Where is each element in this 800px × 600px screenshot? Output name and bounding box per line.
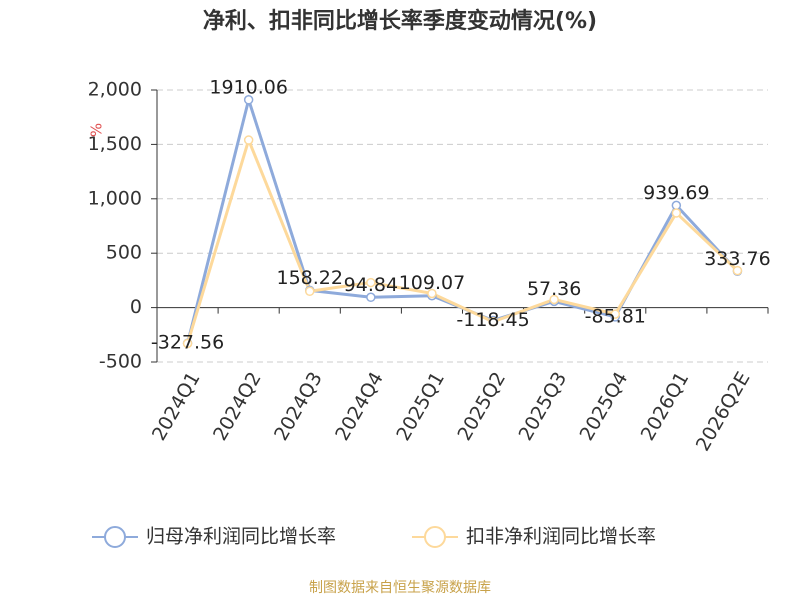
- data-label: -327.56: [151, 332, 224, 354]
- data-point: [671, 208, 682, 218]
- y-tick-label: 0: [130, 296, 142, 318]
- y-tick-label: 2,000: [88, 79, 142, 101]
- x-tick-label: 2024Q4: [331, 368, 388, 444]
- x-tick-label: 2026Q1: [637, 368, 694, 444]
- data-point: [366, 277, 376, 288]
- x-tick-label: 2026Q2E: [692, 368, 755, 455]
- x-tick-label: 2024Q3: [270, 368, 327, 444]
- x-tick-label: 2025Q1: [392, 368, 449, 444]
- source-note: 制图数据来自恒生聚源数据库: [309, 580, 491, 596]
- y-tick-label: 500: [106, 242, 142, 264]
- legend-marker: [104, 526, 126, 548]
- x-tick-label: 2025Q4: [576, 368, 633, 444]
- data-label: 1910.06: [209, 76, 288, 98]
- y-tick-label: 1,000: [88, 187, 142, 209]
- series-line: [186, 135, 739, 344]
- data-point: [243, 135, 254, 145]
- y-tick-label: -500: [99, 351, 142, 373]
- data-point: [182, 338, 193, 349]
- data-label: 109.07: [399, 272, 465, 294]
- x-tick-label: 2025Q2: [453, 368, 510, 444]
- data-label: -85.81: [585, 305, 646, 327]
- data-point: [488, 316, 498, 327]
- x-tick-label: 2025Q3: [514, 368, 571, 444]
- legend-label: 扣非净利润同比增长率: [466, 526, 656, 548]
- data-point: [305, 286, 315, 297]
- data-label: 939.69: [643, 182, 709, 204]
- legend-label: 归母净利润同比增长率: [146, 526, 336, 548]
- data-point: [427, 288, 437, 299]
- data-point: [549, 294, 559, 305]
- data-label: 158.22: [277, 267, 343, 289]
- data-label: 94.84: [344, 274, 398, 296]
- data-label: 57.36: [527, 278, 581, 300]
- x-tick-label: 2024Q1: [148, 368, 205, 444]
- data-point: [732, 265, 743, 276]
- data-point: [366, 292, 376, 303]
- y-unit: %: [88, 123, 106, 137]
- data-label: 333.76: [704, 248, 770, 270]
- x-tick-label: 2024Q2: [209, 368, 266, 444]
- chart-title: 净利、扣非同比增长率季度变动情况(%): [203, 8, 597, 34]
- data-point: [610, 309, 620, 319]
- y-tick-label: 1,500: [88, 133, 142, 155]
- data-label: -118.45: [456, 309, 529, 331]
- legend-marker: [424, 526, 446, 548]
- data-point: [243, 95, 254, 105]
